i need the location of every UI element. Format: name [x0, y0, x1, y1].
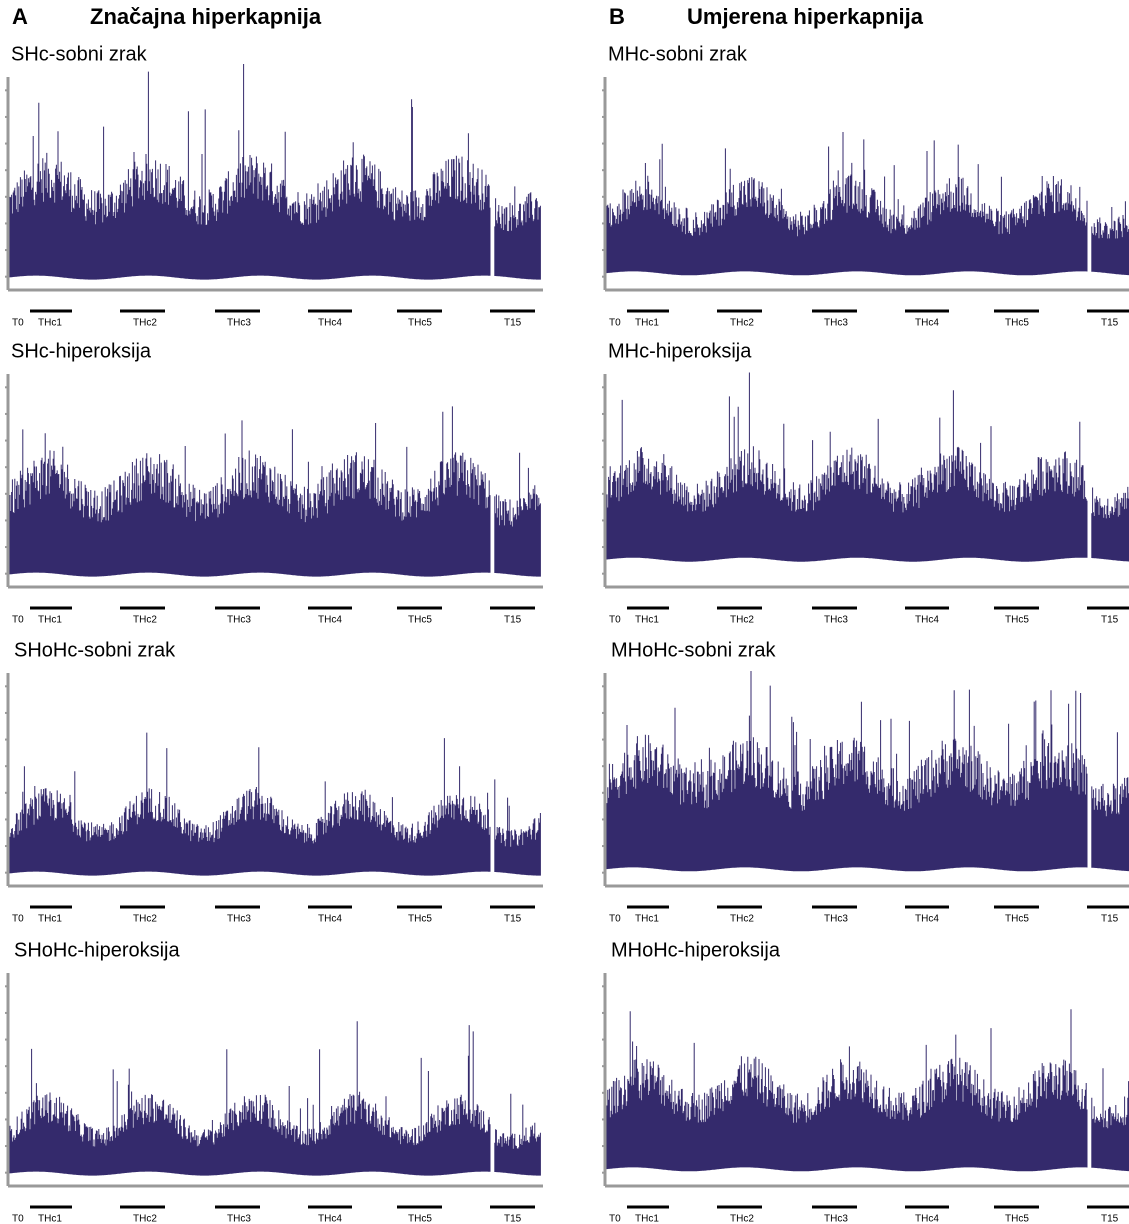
timeline-label: THc2	[730, 1214, 754, 1224]
timeline-label: T15	[1101, 615, 1119, 626]
timeline-label: T0	[609, 1214, 621, 1224]
timeline-label: T0	[12, 318, 24, 329]
timeline-label: THc1	[635, 318, 659, 329]
timeline-label: THc1	[38, 318, 62, 329]
timeline-label: THc2	[133, 914, 157, 925]
timeline-label: THc4	[318, 1214, 342, 1224]
timeline-label: THc5	[408, 615, 432, 626]
trace	[606, 372, 1129, 562]
timeline-label: THc4	[915, 318, 939, 329]
timeline-label: THc3	[824, 318, 848, 329]
timeline-label: THc1	[635, 615, 659, 626]
panel-title: SHoHc-hiperoksija	[14, 939, 180, 961]
panel-title: SHc-hiperoksija	[11, 340, 152, 362]
timeline-label: THc4	[915, 1214, 939, 1224]
timeline-label: THc2	[730, 615, 754, 626]
timeline-label: THc4	[318, 914, 342, 925]
panel-title: SHc-sobni zrak	[11, 43, 148, 65]
trace	[9, 64, 541, 280]
timeline-label: T15	[504, 914, 522, 925]
timeline-label: THc4	[318, 318, 342, 329]
timeline-label: THc2	[133, 318, 157, 329]
trace	[606, 671, 1129, 872]
timeline-label: THc3	[227, 615, 251, 626]
panel-letter: B	[609, 4, 625, 29]
timeline-label: THc4	[318, 615, 342, 626]
panel-title: MHc-sobni zrak	[608, 43, 748, 65]
timeline-label: THc3	[227, 318, 251, 329]
timeline-label: T15	[1101, 914, 1119, 925]
panel-letter: A	[12, 4, 28, 29]
panel-title: MHc-hiperoksija	[608, 340, 752, 362]
timeline-label: T15	[504, 615, 522, 626]
trace	[9, 406, 541, 577]
timeline-label: THc4	[915, 914, 939, 925]
timeline-label: T15	[1101, 318, 1119, 329]
timeline-label: THc5	[1005, 318, 1029, 329]
panel-title: MHoHc-hiperoksija	[611, 939, 781, 961]
timeline-label: THc5	[1005, 914, 1029, 925]
timeline-label: THc2	[730, 318, 754, 329]
timeline-label: T0	[609, 914, 621, 925]
timeline-label: THc5	[1005, 615, 1029, 626]
timeline-label: THc1	[635, 914, 659, 925]
timeline-label: T15	[504, 1214, 522, 1224]
timeline-label: THc3	[824, 1214, 848, 1224]
timeline-label: T15	[504, 318, 522, 329]
timeline-label: THc5	[408, 318, 432, 329]
timeline-label: THc1	[635, 1214, 659, 1224]
timeline-label: THc2	[133, 615, 157, 626]
timeline-label: THc5	[408, 914, 432, 925]
timeline-label: T0	[12, 1214, 24, 1224]
trace	[606, 1009, 1129, 1172]
panel-title: MHoHc-sobni zrak	[611, 639, 776, 661]
timeline-label: THc3	[824, 914, 848, 925]
timeline-label: T0	[609, 318, 621, 329]
timeline-label: THc1	[38, 914, 62, 925]
timeline-label: THc3	[227, 914, 251, 925]
timeline-label: THc4	[915, 615, 939, 626]
timeline-label: THc2	[133, 1214, 157, 1224]
timeline-label: T0	[609, 615, 621, 626]
trace	[606, 132, 1129, 276]
column-title: Značajna hiperkapnija	[90, 4, 322, 29]
timeline-label: THc3	[824, 615, 848, 626]
trace	[9, 732, 541, 876]
trace	[9, 1021, 541, 1176]
timeline-label: T0	[12, 615, 24, 626]
timeline-label: THc5	[408, 1214, 432, 1224]
timeline-label: T15	[1101, 1214, 1119, 1224]
timeline-label: T0	[12, 914, 24, 925]
timeline-label: THc1	[38, 1214, 62, 1224]
column-title: Umjerena hiperkapnija	[687, 4, 924, 29]
timeline-label: THc2	[730, 914, 754, 925]
timeline-label: THc1	[38, 615, 62, 626]
panel-title: SHoHc-sobni zrak	[14, 639, 176, 661]
timeline-label: THc3	[227, 1214, 251, 1224]
timeline-label: THc5	[1005, 1214, 1029, 1224]
